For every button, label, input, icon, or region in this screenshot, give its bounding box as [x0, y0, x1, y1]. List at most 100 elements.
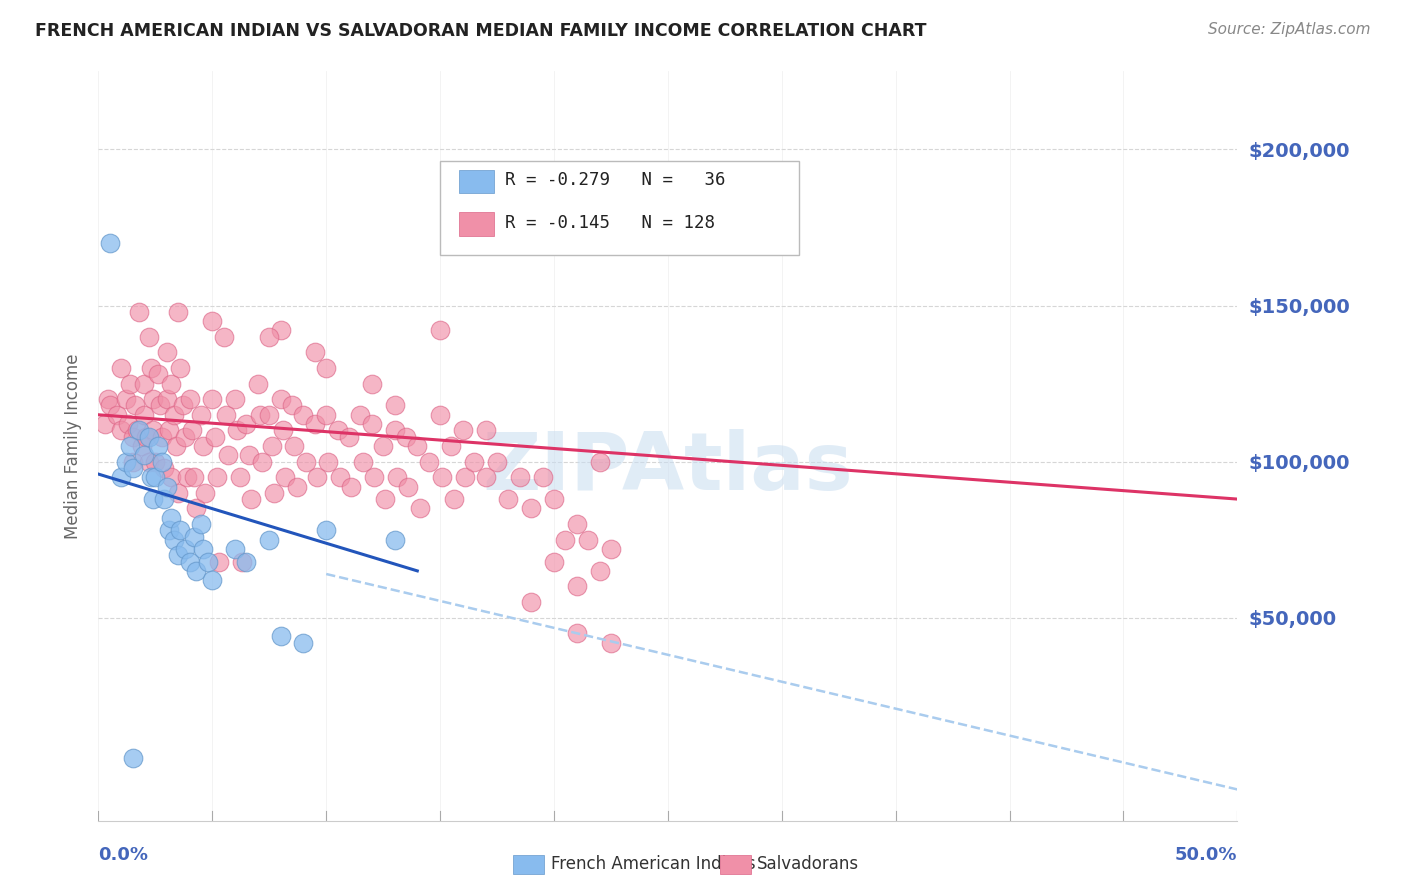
Point: [246, 376, 269, 391]
Text: R = -0.279   N =   36: R = -0.279 N = 36: [505, 171, 725, 189]
Point: [432, 470, 454, 484]
Point: [197, 554, 219, 569]
Point: [349, 408, 371, 422]
Point: [307, 470, 329, 484]
Point: [149, 398, 172, 412]
Point: [132, 376, 155, 391]
Point: [384, 533, 406, 547]
Point: [231, 554, 253, 569]
Point: [543, 492, 565, 507]
Point: [176, 470, 198, 484]
Point: [554, 533, 576, 547]
Point: [418, 455, 440, 469]
Text: ZIPAtlas: ZIPAtlas: [482, 429, 853, 508]
Point: [600, 635, 623, 649]
Point: [315, 361, 337, 376]
Point: [509, 470, 531, 484]
Point: [374, 492, 396, 507]
Point: [193, 541, 215, 557]
Point: [142, 492, 165, 507]
Point: [174, 541, 197, 557]
Point: [110, 470, 132, 484]
Point: [406, 439, 429, 453]
Point: [174, 430, 197, 444]
Point: [531, 470, 554, 484]
Point: [337, 430, 360, 444]
Point: [318, 455, 340, 469]
FancyBboxPatch shape: [440, 161, 799, 255]
Point: [360, 417, 382, 431]
Point: [167, 485, 190, 500]
Point: [263, 485, 285, 500]
Point: [270, 630, 292, 644]
Point: [208, 554, 231, 569]
Point: [160, 470, 183, 484]
Point: [224, 392, 246, 407]
Point: [121, 461, 143, 475]
Point: [114, 392, 136, 407]
Point: [146, 368, 169, 382]
Point: [121, 455, 143, 469]
Point: [169, 361, 191, 376]
Point: [105, 408, 128, 422]
Point: [156, 345, 179, 359]
Point: [486, 455, 509, 469]
Point: [249, 408, 271, 422]
Point: [138, 430, 160, 444]
Point: [271, 424, 294, 438]
Point: [292, 635, 315, 649]
Point: [180, 424, 202, 438]
Point: [215, 408, 238, 422]
Point: [201, 314, 224, 328]
Point: [96, 392, 118, 407]
Point: [228, 470, 250, 484]
Point: [98, 398, 121, 412]
Point: [145, 455, 167, 469]
Point: [259, 330, 281, 344]
Point: [600, 541, 623, 557]
Point: [110, 361, 132, 376]
Point: [186, 564, 208, 578]
Point: [270, 324, 292, 338]
Point: [132, 408, 155, 422]
Text: 0.0%: 0.0%: [98, 846, 149, 863]
Point: [150, 455, 173, 469]
Point: [190, 408, 212, 422]
Y-axis label: Median Family Income: Median Family Income: [63, 353, 82, 539]
Point: [565, 517, 588, 532]
Text: 50.0%: 50.0%: [1175, 846, 1237, 863]
Point: [360, 376, 382, 391]
Point: [294, 455, 316, 469]
Point: [135, 430, 157, 444]
Point: [520, 501, 543, 516]
Point: [146, 439, 169, 453]
Point: [429, 408, 451, 422]
Point: [157, 523, 180, 537]
Point: [588, 564, 610, 578]
Point: [172, 398, 194, 412]
Point: [384, 398, 406, 412]
Point: [429, 324, 451, 338]
Point: [153, 461, 176, 475]
Point: [156, 392, 179, 407]
Point: [117, 417, 139, 431]
Point: [165, 439, 187, 453]
Point: [114, 455, 136, 469]
Point: [443, 492, 465, 507]
Point: [274, 470, 297, 484]
Point: [128, 424, 150, 438]
Point: [226, 424, 249, 438]
Point: [201, 392, 224, 407]
Point: [451, 424, 474, 438]
Point: [240, 492, 263, 507]
Point: [128, 305, 150, 319]
Point: [588, 455, 610, 469]
Point: [131, 439, 153, 453]
Point: [204, 430, 226, 444]
Point: [120, 376, 142, 391]
Point: [224, 541, 246, 557]
Point: [315, 408, 337, 422]
Point: [160, 510, 183, 524]
Point: [576, 533, 599, 547]
Point: [474, 424, 496, 438]
